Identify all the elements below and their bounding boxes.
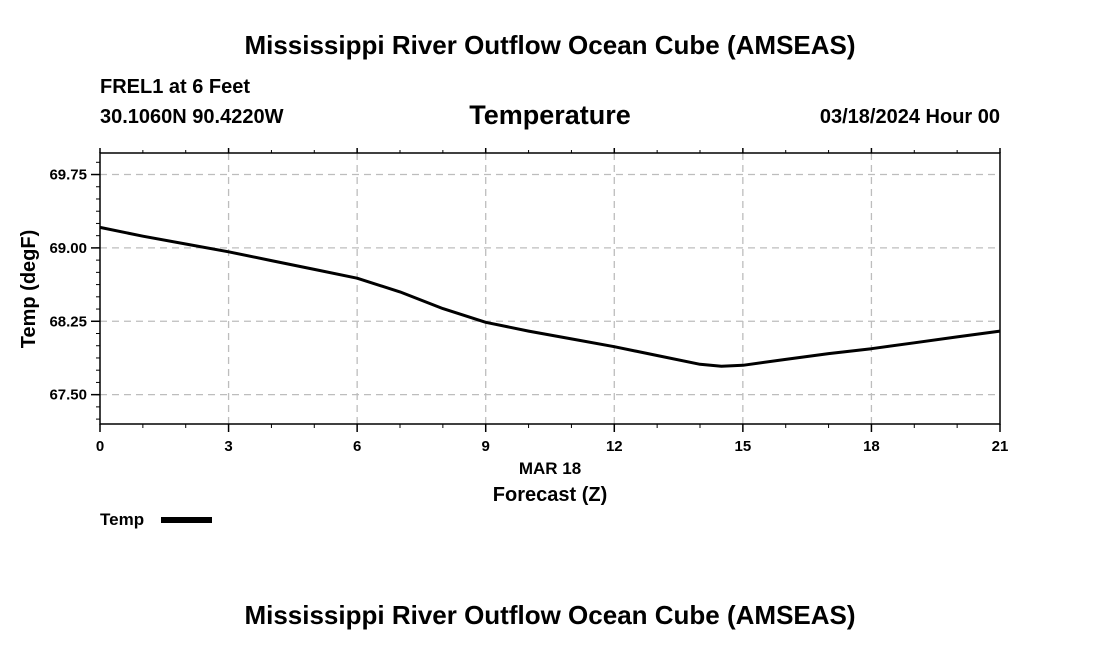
legend-line-swatch — [161, 517, 212, 523]
x-axis-label: Forecast (Z) — [493, 484, 607, 506]
grid-lines — [100, 153, 1000, 424]
footer-title: Mississippi River Outflow Ocean Cube (AM… — [244, 600, 856, 630]
x-axis-date-label: MAR 18 — [519, 459, 581, 478]
y-tick-label: 69.75 — [49, 167, 87, 184]
y-axis-label: Temp (degF) — [18, 230, 40, 349]
y-axis-ticks: 67.50 68.25 69.00 69.75 — [49, 167, 100, 404]
x-tick-label: 18 — [863, 438, 880, 455]
x-axis-ticks: 0 3 6 9 12 15 18 21 — [96, 148, 1009, 455]
legend-label: Temp — [100, 510, 145, 529]
x-tick-label: 3 — [224, 438, 232, 455]
plot-frame — [99, 152, 1001, 425]
variable-title: Temperature — [469, 100, 631, 130]
x-tick-label: 21 — [992, 438, 1009, 455]
station-label: FREL1 at 6 Feet — [100, 76, 251, 98]
x-tick-label: 9 — [482, 438, 490, 455]
x-tick-label: 0 — [96, 438, 104, 455]
y-tick-label: 67.50 — [49, 387, 87, 404]
series-line-temp — [99, 225, 1001, 368]
minor-ticks — [96, 150, 958, 428]
coordinates-label: 30.1060N 90.4220W — [100, 106, 284, 128]
y-tick-label: 69.00 — [49, 240, 87, 257]
chart-main-title: Mississippi River Outflow Ocean Cube (AM… — [244, 30, 856, 60]
forecast-datetime: 03/18/2024 Hour 00 — [819, 106, 1000, 128]
x-tick-label: 15 — [735, 438, 752, 455]
x-tick-label: 12 — [606, 438, 623, 455]
y-tick-label: 68.25 — [49, 313, 87, 330]
x-tick-label: 6 — [353, 438, 361, 455]
